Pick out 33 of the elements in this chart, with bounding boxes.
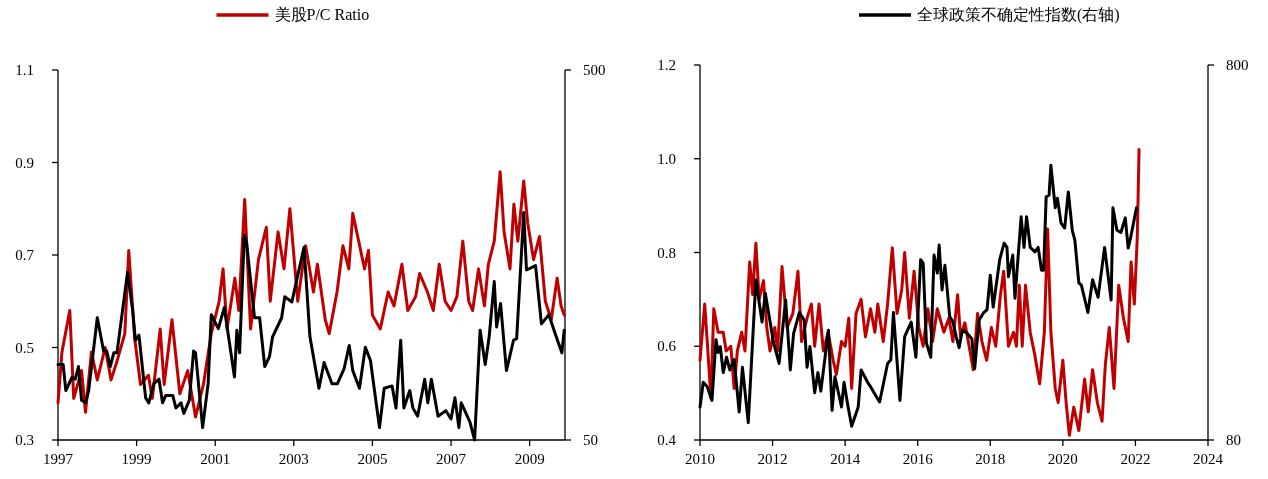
y-tick-label: 0.3 bbox=[15, 432, 34, 448]
y-tick-label: 1.2 bbox=[657, 57, 676, 73]
y-tick-label: 0.7 bbox=[15, 247, 35, 263]
y2-tick-label: 500 bbox=[583, 62, 606, 78]
x-tick-label: 1999 bbox=[121, 451, 152, 467]
y-tick-label: 0.8 bbox=[657, 244, 676, 261]
x-tick-label: 2009 bbox=[514, 451, 545, 467]
x-tick-label: 2010 bbox=[685, 451, 715, 467]
x-tick-label: 2020 bbox=[1047, 451, 1078, 467]
x-tick-label: 2012 bbox=[757, 451, 788, 467]
legend: 全球政策不确定性指数(右轴) bbox=[859, 6, 1120, 23]
legend-label: 美股P/C Ratio bbox=[274, 6, 370, 23]
x-tick-label: 2003 bbox=[278, 451, 309, 467]
legend-label: 全球政策不确定性指数(右轴) bbox=[917, 6, 1120, 24]
y-tick-label: 1.1 bbox=[15, 62, 34, 78]
x-tick-label: 2001 bbox=[200, 451, 231, 467]
y2-tick-label: 50 bbox=[583, 432, 598, 448]
y-tick-label: 0.4 bbox=[657, 432, 677, 448]
x-tick-label: 2024 bbox=[1193, 451, 1224, 467]
y2-tick-label: 800 bbox=[1226, 57, 1249, 73]
y2-tick-label: 80 bbox=[1226, 432, 1241, 448]
x-tick-label: 1997 bbox=[43, 451, 74, 467]
y-tick-label: 0.9 bbox=[15, 154, 34, 171]
x-tick-label: 2014 bbox=[830, 451, 861, 467]
x-tick-label: 2005 bbox=[357, 451, 388, 467]
x-tick-label: 2007 bbox=[436, 451, 467, 467]
y-tick-label: 0.6 bbox=[657, 338, 677, 355]
y-tick-label: 0.5 bbox=[15, 339, 34, 356]
x-tick-label: 2022 bbox=[1120, 451, 1151, 467]
x-tick-label: 2018 bbox=[975, 451, 1006, 467]
legend: 美股P/C Ratio bbox=[216, 6, 370, 23]
y-tick-label: 1.0 bbox=[657, 150, 676, 167]
x-tick-label: 2016 bbox=[902, 451, 934, 467]
